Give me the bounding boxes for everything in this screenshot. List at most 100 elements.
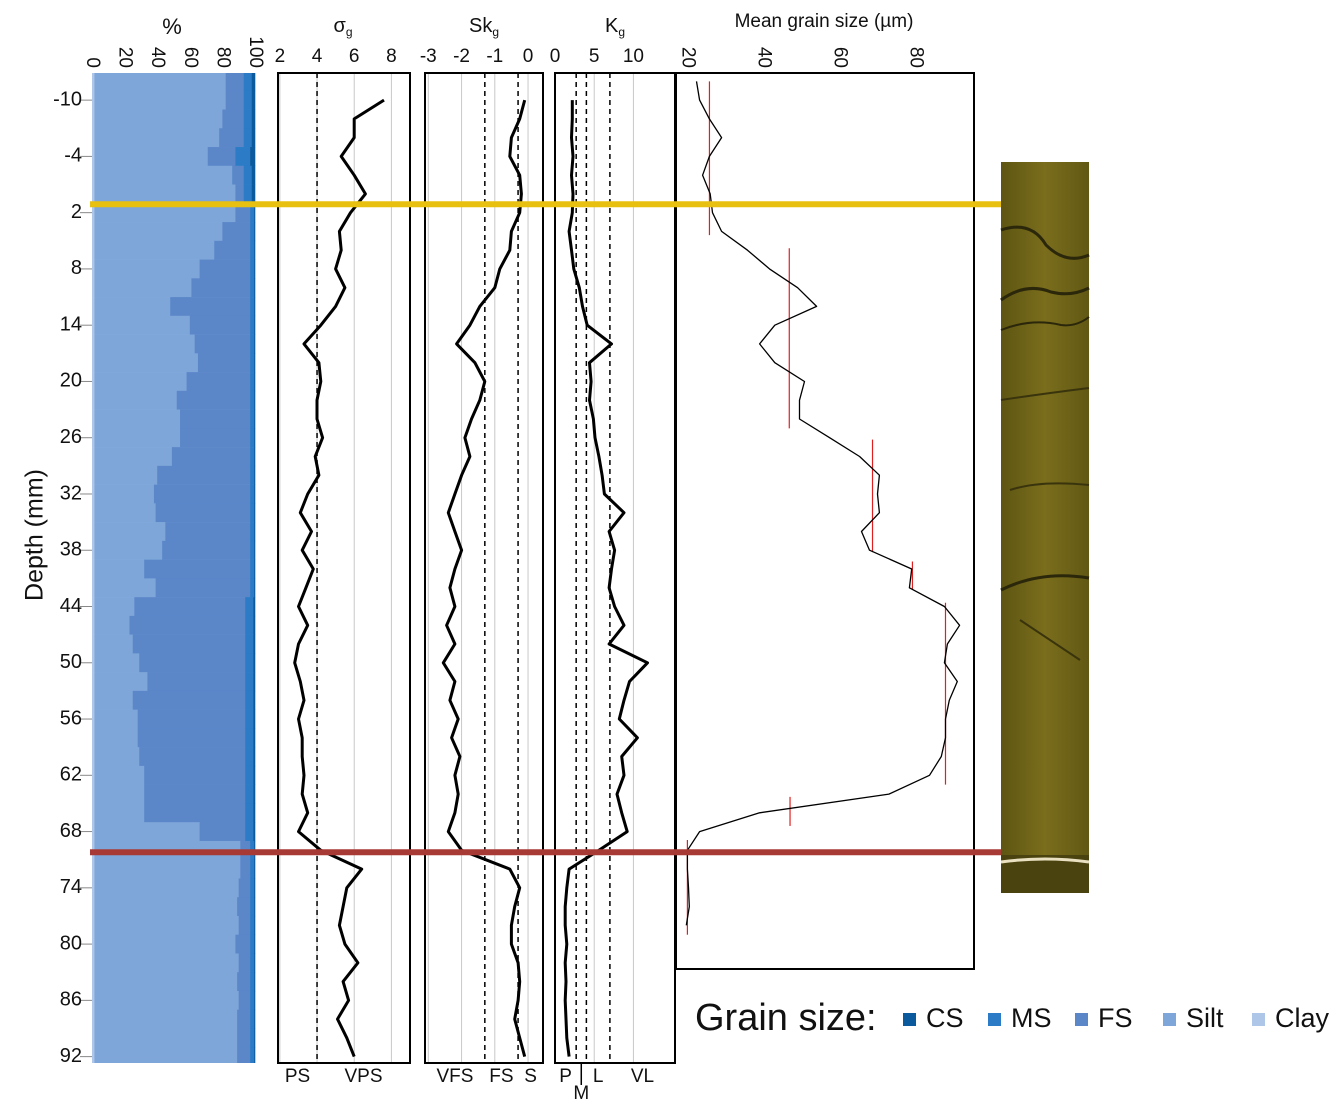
panel-title: Mean grain size (µm) xyxy=(735,11,914,32)
bar-segment xyxy=(251,109,256,129)
bar-segment xyxy=(94,859,241,879)
bar-segment xyxy=(251,165,256,185)
y-tick-label: 74 xyxy=(60,876,82,898)
bar-segment xyxy=(94,90,226,110)
bar-segment xyxy=(240,859,251,879)
class-label: VL xyxy=(631,1066,654,1087)
bar-segment xyxy=(94,915,239,936)
bar-segment xyxy=(254,447,256,467)
bar-segment xyxy=(254,972,256,992)
panel-frame xyxy=(277,72,411,1064)
bar-segment xyxy=(254,578,256,598)
core-crack xyxy=(1000,225,1090,260)
bar-segment xyxy=(254,222,256,242)
x-tick-label: 10 xyxy=(623,46,644,67)
bar-segment xyxy=(254,990,256,1011)
bar-segment xyxy=(92,709,95,729)
bar-segment xyxy=(245,653,254,673)
bar-segment xyxy=(254,897,256,917)
bar-segment xyxy=(92,934,95,954)
bar-segment xyxy=(253,784,256,804)
bar-segment xyxy=(92,203,95,223)
bar-segment xyxy=(250,522,255,542)
bar-segment xyxy=(94,372,187,392)
title-main: σ xyxy=(333,15,346,37)
bar-segment xyxy=(222,222,251,242)
bar-segment xyxy=(254,859,256,879)
bar-segment xyxy=(94,672,148,692)
bar-segment xyxy=(238,878,251,898)
bar-segment xyxy=(250,1009,255,1029)
bar-segment xyxy=(144,559,251,579)
bar-segment xyxy=(92,297,95,317)
bar-segment xyxy=(94,747,140,767)
bar-segment xyxy=(253,690,256,710)
bar-segment xyxy=(237,1028,251,1048)
y-tick-label: 44 xyxy=(60,595,82,617)
bar-segment xyxy=(250,297,255,317)
x-tick-label: -1 xyxy=(486,46,503,67)
bar-segment xyxy=(92,915,95,936)
bar-segment xyxy=(199,822,246,842)
bar-segment xyxy=(92,728,95,748)
y-tick-label: 80 xyxy=(60,932,82,954)
core-crack xyxy=(1009,482,1090,491)
legend-swatch xyxy=(1163,1013,1176,1026)
bar-segment xyxy=(251,73,256,92)
bar-segment xyxy=(197,353,251,373)
legend-label: MS xyxy=(1011,1003,1052,1033)
bar-segment xyxy=(132,634,246,654)
legend-swatch xyxy=(988,1013,1001,1026)
bar-segment xyxy=(144,765,246,785)
bar-segment xyxy=(92,372,95,392)
x-tick-label: 80 xyxy=(905,47,926,68)
bar-segment xyxy=(191,278,251,298)
bar-segment xyxy=(92,90,95,110)
class-label: VPS xyxy=(345,1066,383,1087)
class-label: L xyxy=(593,1066,604,1087)
x-tick-label: 100 xyxy=(245,36,266,68)
bar-segment xyxy=(92,278,95,298)
bar-segment xyxy=(92,540,95,560)
bar-segment xyxy=(243,165,253,185)
bar-segment xyxy=(94,353,199,373)
bar-segment xyxy=(250,147,256,167)
panel-title: Kg xyxy=(605,15,625,39)
bar-segment xyxy=(92,765,95,785)
x-tick-label: 20 xyxy=(677,47,698,68)
core-crack xyxy=(1000,574,1090,592)
bar-segment xyxy=(94,784,145,804)
x-tick-label: 0 xyxy=(550,46,561,67)
bar-segment xyxy=(245,672,254,692)
bar-segment xyxy=(94,465,158,485)
core-gap xyxy=(1000,857,1090,864)
x-tick-label: 5 xyxy=(589,46,600,67)
bar-segment xyxy=(235,184,244,204)
bar-segment xyxy=(250,878,255,898)
bar-segment xyxy=(250,240,255,260)
bar-segment xyxy=(92,503,95,523)
bar-segment xyxy=(250,390,255,410)
legend-swatch xyxy=(1075,1013,1088,1026)
bar-segment xyxy=(139,747,246,767)
bar-segment xyxy=(250,409,255,429)
x-tick-label: 2 xyxy=(275,46,286,67)
legend-label: Clay xyxy=(1275,1003,1330,1033)
bar-segment xyxy=(238,990,251,1011)
bar-segment xyxy=(250,259,255,279)
bar-segment xyxy=(245,728,254,748)
bar-segment xyxy=(253,747,256,767)
bar-segment xyxy=(254,522,256,542)
bar-segment xyxy=(94,653,140,673)
core-crack xyxy=(1000,316,1090,331)
title-main: Sk xyxy=(469,15,493,37)
bar-segment xyxy=(94,540,163,560)
bar-segment xyxy=(250,465,255,485)
bar-segment xyxy=(92,409,95,429)
bar-segment xyxy=(144,803,246,823)
bar-segment xyxy=(250,990,255,1011)
legend-swatch xyxy=(903,1013,916,1026)
bar-segment xyxy=(94,522,166,542)
bar-segment xyxy=(153,484,251,504)
legend-swatch xyxy=(1252,1013,1265,1026)
